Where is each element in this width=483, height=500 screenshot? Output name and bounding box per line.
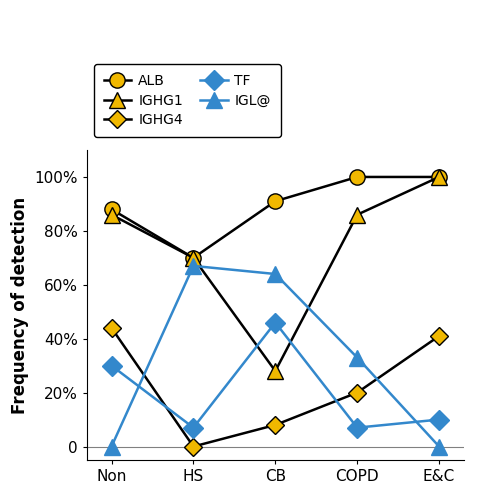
TF bbox=[190, 424, 196, 430]
Line: ALB: ALB bbox=[104, 170, 447, 266]
Legend: ALB, IGHG1, IGHG4, TF, IGL@: ALB, IGHG1, IGHG4, TF, IGL@ bbox=[94, 64, 281, 137]
IGL@ bbox=[355, 354, 360, 360]
Line: IGHG4: IGHG4 bbox=[105, 322, 445, 453]
Line: IGHG1: IGHG1 bbox=[103, 168, 447, 380]
IGHG1 bbox=[190, 255, 196, 261]
IGHG1 bbox=[272, 368, 278, 374]
ALB bbox=[190, 255, 196, 261]
IGL@ bbox=[109, 444, 114, 450]
ALB bbox=[436, 174, 442, 180]
ALB bbox=[272, 198, 278, 204]
TF bbox=[109, 362, 114, 368]
IGL@ bbox=[190, 263, 196, 269]
TF bbox=[355, 424, 360, 430]
IGHG1 bbox=[355, 212, 360, 218]
IGL@ bbox=[436, 444, 442, 450]
IGHG4 bbox=[109, 325, 114, 331]
ALB bbox=[109, 206, 114, 212]
IGHG4 bbox=[355, 390, 360, 396]
Line: TF: TF bbox=[104, 316, 446, 434]
Y-axis label: Frequency of detection: Frequency of detection bbox=[11, 196, 29, 414]
IGHG4 bbox=[190, 444, 196, 450]
TF bbox=[436, 416, 442, 422]
IGL@ bbox=[272, 271, 278, 277]
IGHG4 bbox=[436, 333, 442, 339]
ALB bbox=[355, 174, 360, 180]
IGHG1 bbox=[436, 174, 442, 180]
IGHG1 bbox=[109, 212, 114, 218]
TF bbox=[272, 320, 278, 326]
Line: IGL@: IGL@ bbox=[103, 258, 447, 455]
IGHG4 bbox=[272, 422, 278, 428]
